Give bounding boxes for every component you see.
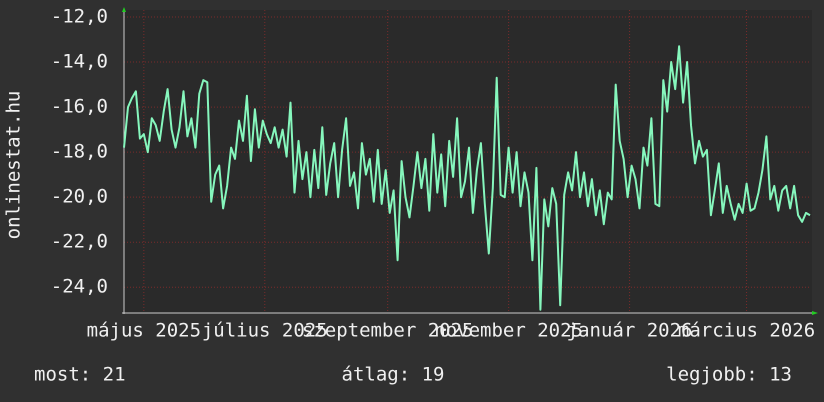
y-tick-label: -20,0 [51,186,108,208]
data-line [123,45,811,311]
axis-arrow [812,311,818,315]
footer-stat: legjobb: 13 [666,364,792,386]
x-tick-label: január 2026 [567,320,693,342]
x-tick-label: május 2025 [87,320,201,342]
y-tick-label: -16,0 [51,96,108,118]
axis-arrow [122,7,126,12]
x-tick-label: november 2025 [434,320,583,342]
x-tick-label: szeptember 2025 [302,320,474,342]
y-tick-label: -14,0 [51,51,108,73]
x-tick-label: március 2026 [678,320,815,342]
footer-stat: átlag: 19 [342,364,445,386]
y-tick-label: -22,0 [51,231,108,253]
y-axis-label: onlinestat.hu [3,91,25,240]
y-tick-label: -24,0 [51,276,108,298]
footer-stat: most: 21 [34,364,126,386]
x-tick-label: július 2025 [202,320,328,342]
y-tick-label: -18,0 [51,141,108,163]
y-tick-label: -12,0 [51,6,108,28]
